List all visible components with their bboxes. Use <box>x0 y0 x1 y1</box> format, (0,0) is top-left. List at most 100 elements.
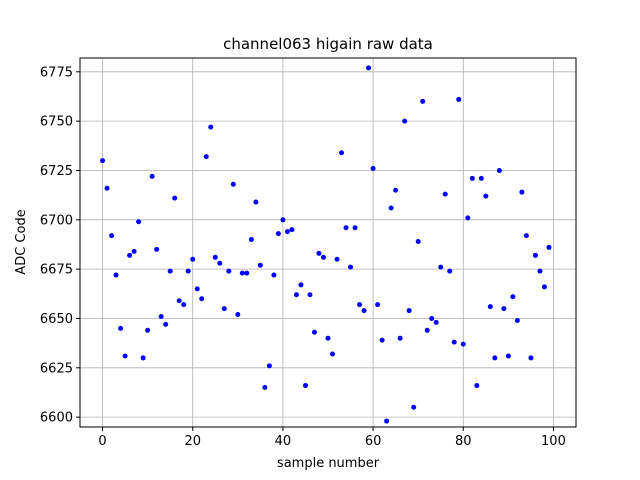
data-point <box>411 404 417 410</box>
data-point <box>361 308 367 314</box>
data-point <box>429 315 435 321</box>
data-point <box>199 296 205 302</box>
data-point <box>514 317 520 323</box>
data-point <box>366 65 372 71</box>
data-point <box>451 339 457 345</box>
y-tick-label: 6650 <box>40 312 73 327</box>
data-point <box>397 335 403 341</box>
data-point <box>284 229 290 235</box>
data-point <box>532 252 538 258</box>
data-point <box>109 233 115 239</box>
data-point <box>320 254 326 260</box>
data-point <box>537 268 543 274</box>
data-point <box>424 327 430 333</box>
data-point <box>496 167 502 173</box>
data-point <box>190 256 196 262</box>
x-tick-label: 20 <box>184 434 201 449</box>
data-point <box>510 294 516 300</box>
data-point <box>239 270 245 276</box>
y-tick-label: 6725 <box>40 164 73 179</box>
data-point <box>113 272 119 278</box>
data-point <box>420 98 426 104</box>
data-point <box>235 312 241 318</box>
data-point <box>185 268 191 274</box>
data-point <box>460 341 466 347</box>
data-point <box>118 325 124 331</box>
data-point <box>163 321 169 327</box>
data-point <box>230 181 236 187</box>
data-point <box>438 264 444 270</box>
y-tick-label: 6700 <box>40 213 73 228</box>
data-points <box>100 65 552 424</box>
data-point <box>176 298 182 304</box>
data-point <box>194 286 200 292</box>
data-point <box>334 256 340 262</box>
data-point <box>541 284 547 290</box>
data-point <box>415 239 421 245</box>
data-point <box>357 302 363 308</box>
data-point <box>442 191 448 197</box>
data-point <box>248 237 254 243</box>
data-point <box>505 353 511 359</box>
data-point <box>352 225 358 231</box>
data-point <box>474 383 480 389</box>
y-tick-label: 6675 <box>40 263 73 278</box>
data-point <box>406 308 412 314</box>
data-point <box>266 363 272 369</box>
data-point <box>325 335 331 341</box>
data-point <box>158 313 164 319</box>
y-tick-label: 6625 <box>40 361 73 376</box>
data-point <box>289 227 295 233</box>
data-point <box>154 246 160 252</box>
data-point <box>370 166 376 172</box>
data-point <box>456 96 462 102</box>
x-axis-label: sample number <box>277 456 380 471</box>
y-tick-label: 6600 <box>40 411 73 426</box>
axis-ticks: 0 20 40 60 80 100 6600 6625 6650 6675 6700 6725 6750… <box>40 65 566 449</box>
x-tick-label: 0 <box>98 434 106 449</box>
data-point <box>523 233 529 239</box>
data-point <box>145 327 151 333</box>
data-point <box>226 268 232 274</box>
data-point <box>131 248 137 254</box>
data-point <box>519 189 525 195</box>
data-point <box>447 268 453 274</box>
y-tick-label: 6775 <box>40 65 73 80</box>
data-point <box>348 264 354 270</box>
data-point <box>280 217 286 223</box>
data-point <box>307 292 313 298</box>
data-point <box>375 302 381 308</box>
data-point <box>217 260 223 266</box>
data-point <box>384 418 390 424</box>
data-point <box>104 185 110 191</box>
data-point <box>140 355 146 361</box>
data-point <box>149 173 155 179</box>
data-point <box>262 385 268 391</box>
data-point <box>257 262 263 268</box>
data-point <box>487 304 493 310</box>
x-tick-label: 60 <box>365 434 382 449</box>
x-tick-label: 100 <box>541 434 566 449</box>
data-point <box>136 219 142 225</box>
y-axis-label: ADC Code <box>14 209 29 274</box>
data-point <box>167 268 173 274</box>
chart-title: channel063 higain raw data <box>223 35 433 53</box>
data-point <box>275 231 281 237</box>
data-point <box>244 270 250 276</box>
data-point <box>469 175 475 181</box>
data-point <box>546 244 552 250</box>
plot-frame <box>79 57 577 428</box>
data-point <box>402 118 408 124</box>
data-point <box>212 254 218 260</box>
data-point <box>379 337 385 343</box>
data-point <box>127 252 133 258</box>
data-point <box>122 353 128 359</box>
data-point <box>343 225 349 231</box>
data-point <box>330 351 336 357</box>
data-point <box>465 215 471 221</box>
data-point <box>316 250 322 256</box>
data-point <box>181 302 187 308</box>
x-tick-label: 40 <box>275 434 292 449</box>
data-point <box>100 158 106 164</box>
